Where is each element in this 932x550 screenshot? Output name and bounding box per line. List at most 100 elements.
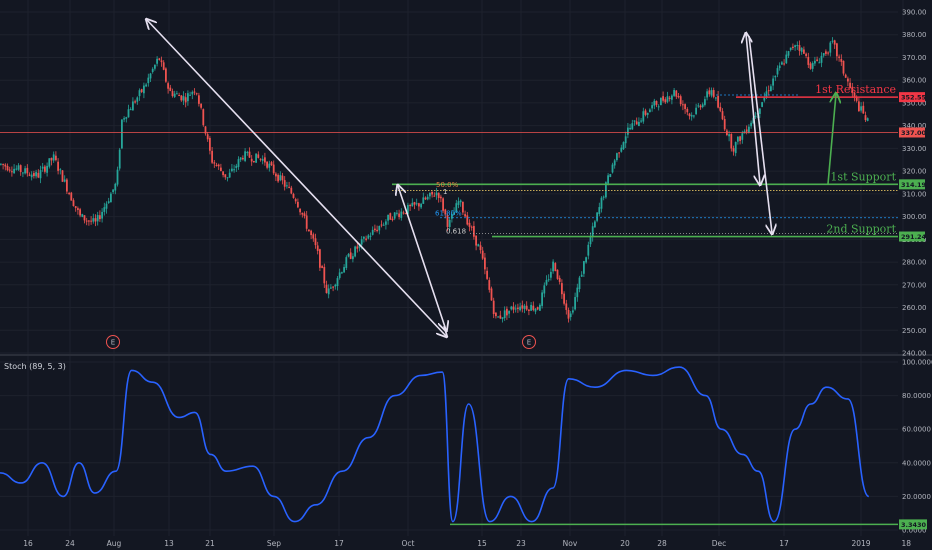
y-tick-label: 40.0000 <box>902 459 931 467</box>
candle-body <box>567 309 570 319</box>
candle-body <box>90 220 92 222</box>
stochastic-pane[interactable]: Stoch (89, 5, 3) <box>0 362 898 526</box>
trend-arrows <box>147 20 836 336</box>
candle-body <box>184 97 187 103</box>
candle-body <box>81 214 84 217</box>
candle-body <box>255 153 257 163</box>
time-axis[interactable]: 16 24 Aug 13 21 Sep 17 Oct 15 23 Nov 20 28 Dec 17 2019 1… <box>23 539 911 548</box>
candle-body <box>609 174 612 177</box>
candle-body <box>651 105 653 109</box>
candle-body <box>792 46 794 48</box>
candle-body <box>189 94 191 96</box>
candle-body <box>512 306 515 310</box>
candle-body <box>409 205 411 207</box>
candle-body <box>96 215 99 222</box>
candle-body <box>323 266 326 284</box>
fib-arrow-down <box>398 186 446 330</box>
x-tick-label: 16 <box>23 539 33 548</box>
candle-body <box>794 45 796 48</box>
candle-body <box>699 105 702 108</box>
candle-body <box>585 257 587 263</box>
candle-body <box>138 90 141 97</box>
candle-body <box>607 175 609 184</box>
earnings-marker-label: E <box>111 339 115 347</box>
candle-body <box>237 159 240 167</box>
candle-body <box>613 160 616 166</box>
candle-body <box>140 89 143 93</box>
candle-body <box>316 245 319 251</box>
candle-body <box>226 177 229 179</box>
candle-body <box>490 288 493 301</box>
current-price-label: 337.00 <box>901 129 927 137</box>
candle-body <box>455 203 458 213</box>
candle-body <box>611 164 614 173</box>
y-tick-label: 250.00 <box>902 327 927 335</box>
candle-body <box>545 280 548 285</box>
candle-body <box>635 121 638 125</box>
candle-body <box>767 90 770 92</box>
candle-body <box>488 280 491 290</box>
candle-body <box>798 45 801 51</box>
candle-body <box>739 136 741 141</box>
candle-body <box>129 109 132 111</box>
level-price-label: 314.19 <box>901 181 927 189</box>
candle-body <box>103 207 106 212</box>
y-tick-label: 100.0000 <box>902 359 932 367</box>
target-arrow-up <box>827 94 836 185</box>
candle-body <box>633 120 636 122</box>
fib-label-6180: 61.80% <box>435 209 462 217</box>
stoch-level-label: 3.3430 <box>901 521 927 529</box>
candle-body <box>165 68 167 82</box>
candle-body <box>169 87 172 91</box>
level-price-label: 291.24 <box>901 233 927 241</box>
candle-body <box>39 170 42 179</box>
x-tick-label: 2019 <box>851 539 870 548</box>
candle-body <box>360 239 363 245</box>
candle-body <box>437 192 440 198</box>
candle-body <box>156 58 158 64</box>
candle-body <box>624 136 627 144</box>
candle-body <box>299 208 301 213</box>
candle-body <box>697 105 700 107</box>
candle-body <box>349 252 352 259</box>
price-pane[interactable]: 1st Resistance 1st Support 2nd Support 50.0… <box>0 20 898 349</box>
candle-body <box>257 154 260 158</box>
candle-body <box>387 214 389 221</box>
candle-body <box>816 59 818 61</box>
candle-body <box>147 77 150 84</box>
candle-body <box>338 272 341 278</box>
candle-body <box>61 170 64 182</box>
y-tick-label: 310.00 <box>902 190 927 198</box>
candle-body <box>391 218 394 221</box>
candle-body <box>15 168 18 170</box>
candle-body <box>536 307 539 310</box>
candle-body <box>435 192 438 196</box>
candle-body <box>523 305 526 309</box>
level-price-badge <box>899 231 925 242</box>
candle-body <box>679 96 682 105</box>
candle-body <box>389 213 392 220</box>
x-tick-label: Oct <box>402 539 415 548</box>
candle-body <box>576 287 579 298</box>
candle-body <box>741 133 744 140</box>
candle-body <box>217 164 220 167</box>
candle-body <box>259 158 262 160</box>
candle-body <box>310 230 312 236</box>
candle-body <box>28 174 31 176</box>
candle-body <box>728 134 730 137</box>
candle-body <box>413 202 416 205</box>
candle-body <box>675 90 678 97</box>
candle-body <box>250 158 253 162</box>
indicator-title[interactable]: Stoch (89, 5, 3) <box>4 362 66 371</box>
candle-body <box>748 126 750 133</box>
candle-body <box>855 96 858 101</box>
candle-body <box>750 122 752 127</box>
candle-body <box>829 42 832 53</box>
candle-body <box>468 222 471 227</box>
candle-body <box>708 90 711 95</box>
candle-body <box>466 215 469 225</box>
price-axis[interactable]: 390.00 380.00 370.00 360.00 350.00 340.00 330.… <box>899 9 932 535</box>
candle-body <box>418 203 420 207</box>
candle-body <box>72 200 75 207</box>
